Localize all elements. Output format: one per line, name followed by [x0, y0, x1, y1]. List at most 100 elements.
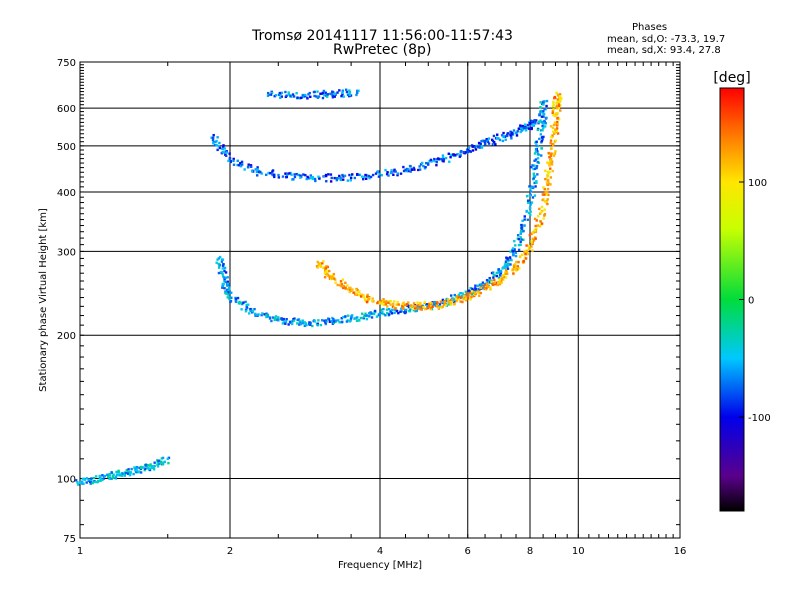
data-point [542, 126, 545, 130]
data-point [128, 470, 131, 474]
data-point [221, 147, 224, 151]
data-point [309, 174, 313, 177]
data-point [370, 316, 374, 319]
data-point [339, 280, 343, 283]
data-point [481, 286, 485, 290]
data-point [406, 304, 410, 307]
y-axis-label: Stationary phase Virtual Height [km] [38, 208, 49, 392]
data-point [520, 238, 523, 241]
data-point [516, 130, 519, 133]
data-point [355, 91, 359, 95]
data-point [439, 300, 443, 303]
data-point [287, 323, 290, 326]
data-point [346, 284, 349, 287]
data-point [83, 478, 87, 481]
data-point [478, 288, 481, 292]
data-point [369, 311, 372, 314]
data-point [218, 264, 221, 267]
data-point [471, 145, 474, 148]
data-point [76, 481, 79, 484]
data-point [510, 131, 514, 135]
data-point [481, 281, 485, 284]
data-point [151, 465, 155, 468]
data-point [342, 175, 345, 178]
data-point [494, 143, 497, 146]
data-point [339, 284, 342, 287]
data-point [532, 174, 536, 177]
data-point [522, 259, 526, 263]
data-point [408, 309, 412, 313]
data-point [558, 96, 562, 99]
data-point [346, 93, 350, 97]
data-point [362, 295, 366, 298]
data-point [431, 300, 434, 304]
data-point [89, 478, 93, 482]
data-point [512, 251, 515, 254]
data-point [466, 150, 470, 153]
data-point [549, 147, 553, 151]
data-point [383, 300, 386, 304]
data-point [325, 180, 328, 183]
data-point [90, 477, 93, 480]
data-point [522, 238, 525, 241]
data-point [502, 131, 505, 135]
data-point [413, 305, 417, 308]
data-point [298, 96, 302, 100]
data-point [334, 281, 337, 284]
data-point [342, 95, 345, 98]
data-point [373, 309, 377, 313]
data-point [255, 170, 259, 174]
data-point [85, 481, 88, 484]
data-point [387, 174, 390, 177]
data-point [93, 480, 97, 484]
data-point [542, 103, 545, 106]
data-point [143, 468, 146, 472]
data-point [409, 304, 413, 307]
data-point [542, 186, 545, 189]
data-point [242, 301, 245, 304]
colorbar-label: [deg] [713, 70, 750, 86]
data-point [501, 278, 504, 281]
data-point [533, 217, 537, 221]
data-point [301, 94, 305, 97]
data-point [216, 148, 219, 152]
data-point [251, 309, 255, 313]
data-point [412, 302, 416, 305]
data-point [415, 304, 419, 308]
data-point [519, 243, 522, 246]
data-point [519, 231, 523, 234]
data-point [420, 304, 423, 308]
data-point [243, 168, 246, 171]
data-point [537, 120, 541, 123]
data-point [386, 171, 389, 174]
data-point [545, 116, 548, 120]
data-point [224, 290, 227, 293]
data-point [526, 252, 529, 256]
data-point [525, 244, 528, 247]
data-point [500, 276, 503, 279]
data-point [234, 300, 238, 304]
data-point [222, 283, 225, 286]
data-point [507, 260, 510, 263]
data-point [156, 465, 160, 468]
data-point [459, 296, 462, 299]
data-point [374, 172, 378, 175]
data-point [322, 89, 326, 93]
data-point [357, 290, 360, 293]
data-point [548, 164, 551, 167]
data-point [317, 175, 320, 178]
data-point [323, 276, 327, 279]
data-point [556, 93, 560, 96]
data-point [334, 319, 337, 322]
data-point [490, 280, 493, 283]
data-point [238, 300, 241, 304]
data-point [540, 139, 544, 143]
data-point [431, 305, 434, 308]
data-point [488, 280, 492, 284]
data-point [469, 291, 473, 294]
data-point [474, 284, 477, 287]
data-point [216, 136, 219, 139]
data-point [511, 249, 514, 253]
colorbar-tick-label: 100 [748, 178, 767, 189]
data-point [386, 311, 389, 315]
